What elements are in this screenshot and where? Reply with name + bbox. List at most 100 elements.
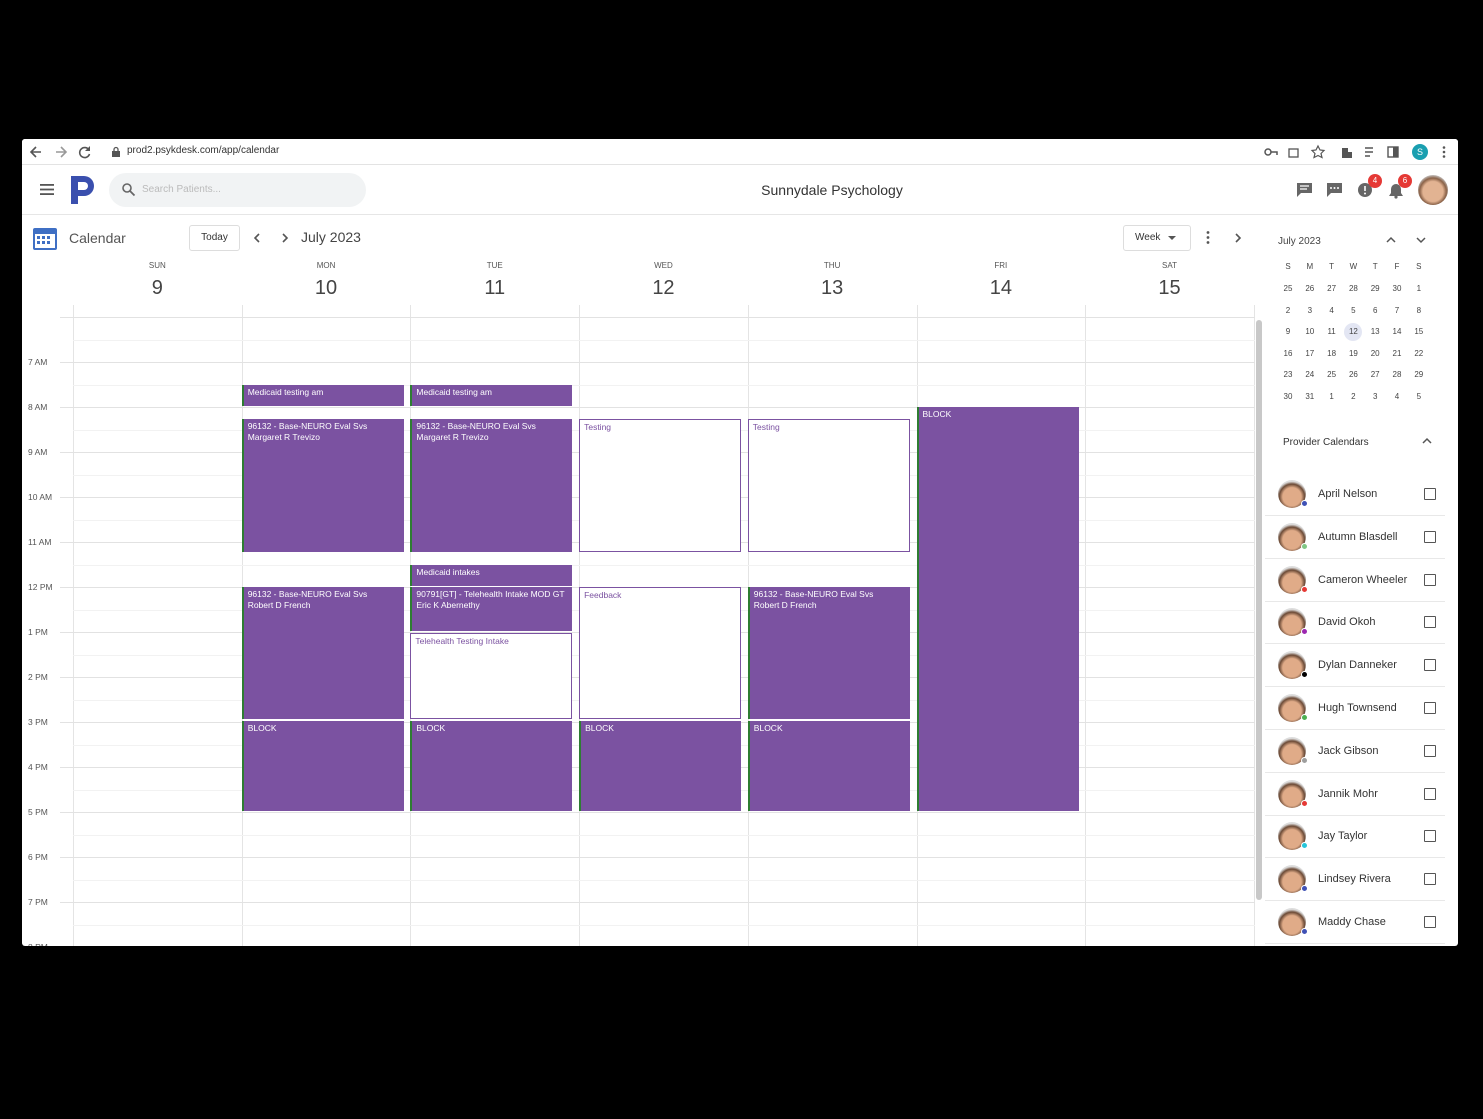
event-text: BLOCK — [753, 723, 783, 734]
mini-day[interactable]: 30 — [1392, 284, 1402, 293]
mini-day[interactable]: 30 — [1283, 392, 1293, 401]
mini-day[interactable]: 4 — [1394, 392, 1400, 401]
search-box[interactable] — [109, 173, 366, 207]
mini-day[interactable]: 29 — [1414, 370, 1424, 380]
mini-day[interactable]: 8 — [1416, 305, 1422, 315]
notifications-badge[interactable]: 6 — [1398, 174, 1412, 188]
mini-day[interactable]: 15 — [1414, 327, 1424, 337]
mini-day[interactable]: 1 — [1416, 284, 1422, 293]
forward-button[interactable] — [55, 146, 68, 158]
event[interactable]: 90791[GT] - Telehealth Intake MOD GT Eric… — [410, 587, 573, 631]
mini-day[interactable]: 28 — [1348, 284, 1358, 293]
event[interactable]: 96132 - Base-NEURO Eval Svs Margaret R Tr… — [410, 419, 573, 552]
mini-day[interactable]: 5 — [1351, 305, 1356, 315]
mini-day[interactable]: 2 — [1351, 392, 1356, 401]
provider-checkbox[interactable] — [1424, 702, 1436, 714]
event[interactable]: Testing — [747, 419, 910, 552]
back-button[interactable] — [29, 146, 42, 158]
url-text[interactable]: prod2.psykdesk.com/app/calendar — [127, 145, 280, 156]
scrollbar[interactable] — [1256, 320, 1262, 900]
event[interactable]: BLOCK — [241, 721, 404, 812]
mini-day[interactable]: 10 — [1305, 327, 1315, 337]
mini-day[interactable]: 24 — [1305, 370, 1315, 380]
today-button[interactable]: Today — [189, 225, 240, 251]
provider-name: Maddy Chase — [1318, 916, 1386, 928]
event[interactable]: 96132 - Base-NEURO Eval Svs Margaret R Tr… — [241, 419, 404, 552]
mini-day[interactable]: 19 — [1348, 348, 1358, 358]
provider-checkbox[interactable] — [1424, 744, 1436, 757]
mini-day[interactable]: 26 — [1348, 370, 1358, 380]
mini-day[interactable]: 14 — [1392, 327, 1402, 337]
event[interactable]: BLOCK — [916, 407, 1079, 812]
event-text: Telehealth Testing Intake — [415, 636, 509, 647]
providers-title: Provider Calendars — [1283, 437, 1369, 448]
mini-day[interactable]: 27 — [1327, 284, 1337, 293]
mini-day[interactable]: 31 — [1305, 392, 1315, 401]
view-select[interactable]: Week — [1123, 225, 1191, 251]
mini-day[interactable]: 11 — [1327, 327, 1336, 337]
provider-checkbox[interactable] — [1424, 873, 1436, 886]
mini-day[interactable]: 25 — [1327, 370, 1337, 380]
mini-day[interactable]: 25 — [1283, 284, 1293, 293]
mini-day[interactable]: 16 — [1283, 348, 1293, 358]
mini-prev[interactable] — [1386, 236, 1396, 243]
mini-day[interactable]: 3 — [1372, 392, 1378, 401]
row-separator — [1265, 643, 1445, 645]
event[interactable]: Testing — [579, 419, 742, 552]
event[interactable]: Medicaid testing am — [241, 384, 404, 406]
event[interactable]: BLOCK — [579, 721, 742, 812]
browser-menu[interactable] — [1442, 146, 1446, 158]
provider-checkbox[interactable] — [1424, 916, 1436, 928]
mini-day[interactable]: 27 — [1370, 370, 1380, 380]
provider-checkbox[interactable] — [1424, 830, 1436, 843]
mini-day[interactable]: 1 — [1329, 392, 1334, 401]
prev-week[interactable] — [253, 233, 260, 243]
mini-next[interactable] — [1416, 237, 1426, 244]
event[interactable]: BLOCK — [747, 721, 910, 812]
menu-button[interactable] — [40, 184, 54, 195]
reload-button[interactable] — [78, 146, 91, 159]
mini-day[interactable]: 9 — [1285, 327, 1291, 337]
mini-day[interactable]: 20 — [1370, 348, 1380, 358]
profile-avatar[interactable]: S — [1412, 144, 1428, 160]
provider-checkbox[interactable] — [1424, 488, 1436, 500]
event[interactable]: BLOCK — [410, 721, 573, 812]
mini-day[interactable]: 2 — [1285, 305, 1291, 315]
event[interactable]: Telehealth Testing Intake — [410, 633, 573, 719]
more-options[interactable] — [1206, 231, 1210, 244]
provider-checkbox[interactable] — [1424, 573, 1436, 586]
header-icons[interactable] — [1297, 182, 1407, 199]
mini-day[interactable]: 28 — [1392, 370, 1402, 380]
event[interactable]: Medicaid testing am — [410, 384, 573, 406]
mini-day[interactable]: 6 — [1372, 305, 1378, 315]
provider-checkbox[interactable] — [1424, 530, 1436, 543]
provider-checkbox[interactable] — [1424, 616, 1436, 629]
mini-day[interactable]: 7 — [1394, 305, 1400, 315]
mini-day[interactable]: 12 — [1344, 323, 1363, 342]
mini-day[interactable]: 23 — [1283, 370, 1293, 380]
mini-day[interactable]: 29 — [1370, 284, 1380, 293]
next-week[interactable] — [282, 233, 289, 243]
mini-day[interactable]: 22 — [1414, 348, 1424, 358]
mini-day[interactable]: 21 — [1392, 348, 1402, 358]
mini-day[interactable]: 18 — [1327, 348, 1337, 358]
mini-day[interactable]: 13 — [1370, 327, 1380, 337]
mini-day[interactable]: 4 — [1329, 305, 1334, 315]
alerts-badge[interactable]: 4 — [1368, 174, 1382, 188]
event[interactable]: Medicaid intakes — [410, 564, 573, 586]
user-avatar[interactable] — [1418, 175, 1448, 205]
panel-toggle[interactable] — [1235, 233, 1242, 243]
mini-day[interactable]: 3 — [1307, 305, 1313, 315]
mini-weekday: F — [1394, 262, 1400, 271]
providers-collapse[interactable] — [1422, 437, 1432, 444]
extension-icons[interactable] — [1264, 144, 1404, 159]
event[interactable]: 96132 - Base-NEURO Eval Svs Robert D Fren… — [241, 587, 404, 719]
mini-day[interactable]: 17 — [1305, 348, 1315, 358]
mini-day[interactable]: 26 — [1305, 284, 1315, 293]
mini-day[interactable]: 5 — [1416, 392, 1422, 401]
provider-checkbox[interactable] — [1424, 659, 1436, 672]
event[interactable]: 96132 - Base-NEURO Eval Svs Robert D Fren… — [747, 587, 910, 719]
event[interactable]: Feedback — [579, 587, 742, 719]
provider-checkbox[interactable] — [1424, 787, 1436, 800]
app-logo[interactable] — [69, 176, 97, 204]
